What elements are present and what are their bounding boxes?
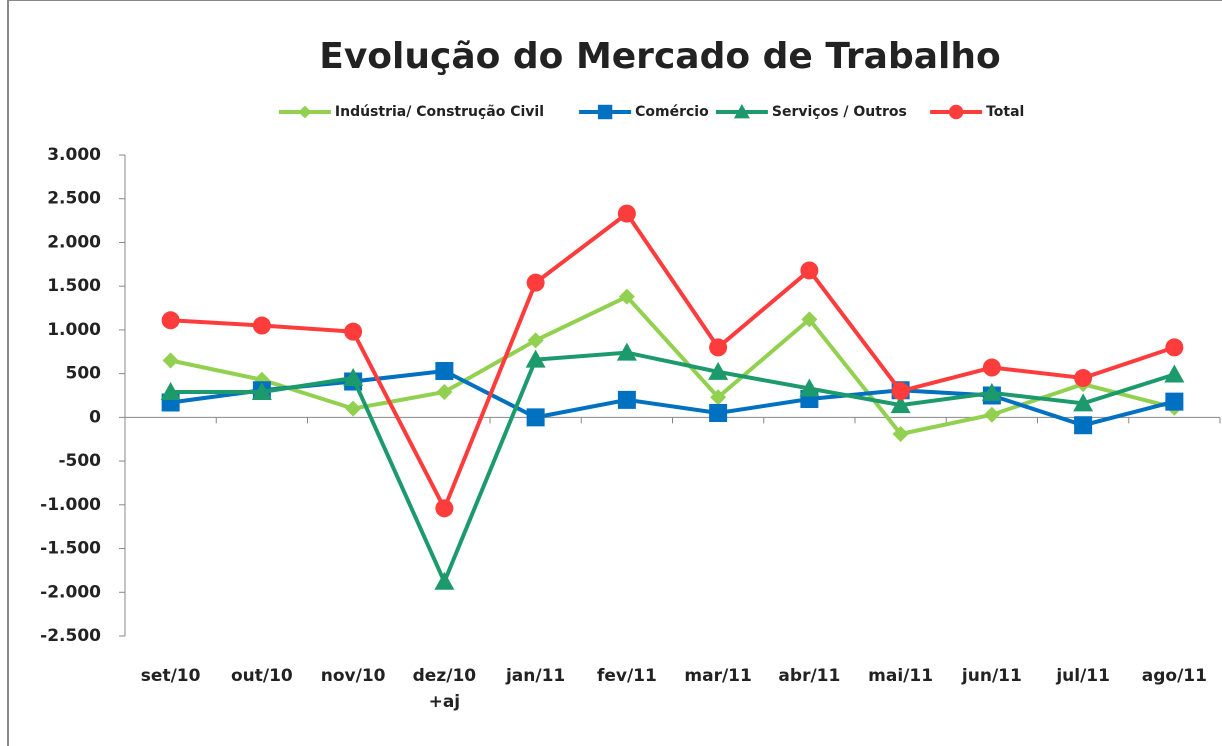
legend-label: Total: [986, 104, 1024, 120]
marker: [1074, 369, 1093, 388]
y-tick-label: 1.500: [47, 276, 101, 296]
marker: [981, 382, 1002, 401]
y-tick-label: 0: [89, 407, 101, 427]
y-tick-label: 2.000: [47, 232, 101, 252]
series-line: [170, 294, 1175, 437]
series-line: [170, 350, 1175, 587]
marker: [435, 362, 454, 381]
marker: [801, 311, 818, 328]
marker: [733, 104, 750, 119]
marker: [710, 389, 727, 406]
marker: [709, 338, 728, 357]
marker: [434, 571, 455, 590]
x-tick-label: out/10: [230, 666, 293, 686]
marker: [616, 342, 637, 361]
x-tick-label: jan/11: [505, 666, 566, 686]
marker: [526, 408, 545, 427]
marker: [891, 382, 910, 401]
y-tick-label: -2.000: [40, 582, 101, 602]
legend-label: Comércio: [635, 104, 709, 120]
chart-border: [7, 0, 1222, 746]
marker: [709, 403, 728, 422]
y-tick-label: 3.000: [47, 145, 101, 165]
x-tick-label: mar/11: [684, 666, 752, 686]
marker: [597, 104, 613, 120]
marker: [1073, 393, 1094, 412]
marker: [983, 406, 1000, 423]
y-tick-label: -1.500: [40, 539, 101, 559]
marker: [435, 499, 454, 518]
x-tick-label: jul/11: [1056, 666, 1110, 686]
marker: [343, 368, 364, 387]
marker: [161, 311, 180, 330]
marker: [617, 390, 636, 409]
x-tick-label: dez/10 +aj: [412, 666, 477, 712]
marker: [298, 105, 312, 119]
marker: [436, 384, 453, 401]
x-tick-label: fev/11: [596, 666, 657, 686]
marker: [617, 204, 636, 223]
x-tick-label: jun/11: [961, 666, 1022, 686]
marker: [800, 261, 819, 280]
marker: [525, 349, 546, 368]
series-line: [170, 368, 1175, 428]
marker: [344, 322, 363, 341]
legend-label: Indústria/ Construção Civil: [335, 104, 544, 120]
x-tick-label: nov/10: [320, 666, 386, 686]
y-tick-label: -1.000: [40, 495, 101, 515]
marker: [527, 332, 544, 349]
marker: [526, 273, 545, 292]
y-tick-label: -500: [58, 451, 101, 471]
marker: [160, 382, 181, 401]
marker: [345, 400, 362, 417]
marker: [251, 382, 272, 401]
y-tick-label: -2.500: [40, 626, 101, 646]
marker: [799, 378, 820, 397]
legend-label: Serviços / Outros: [772, 104, 907, 120]
marker: [892, 425, 909, 442]
marker: [948, 104, 964, 120]
marker: [1165, 392, 1184, 411]
x-tick-label: ago/11: [1141, 666, 1207, 686]
y-tick-label: 1.000: [47, 320, 101, 340]
marker: [252, 316, 271, 335]
marker: [162, 352, 179, 369]
chart-title: Evolução do Mercado de Trabalho: [319, 36, 1001, 77]
marker: [1165, 338, 1184, 357]
marker: [708, 361, 729, 380]
y-tick-label: 500: [66, 364, 102, 384]
marker: [1074, 416, 1093, 435]
series-line: [170, 210, 1176, 514]
x-tick-label: abr/11: [778, 666, 841, 686]
marker: [982, 358, 1001, 377]
x-tick-label: set/10: [140, 666, 201, 686]
y-tick-label: 2.500: [47, 189, 101, 209]
marker: [618, 288, 635, 305]
marker: [890, 395, 911, 414]
marker: [1164, 364, 1185, 383]
x-tick-label: mai/11: [868, 666, 934, 686]
